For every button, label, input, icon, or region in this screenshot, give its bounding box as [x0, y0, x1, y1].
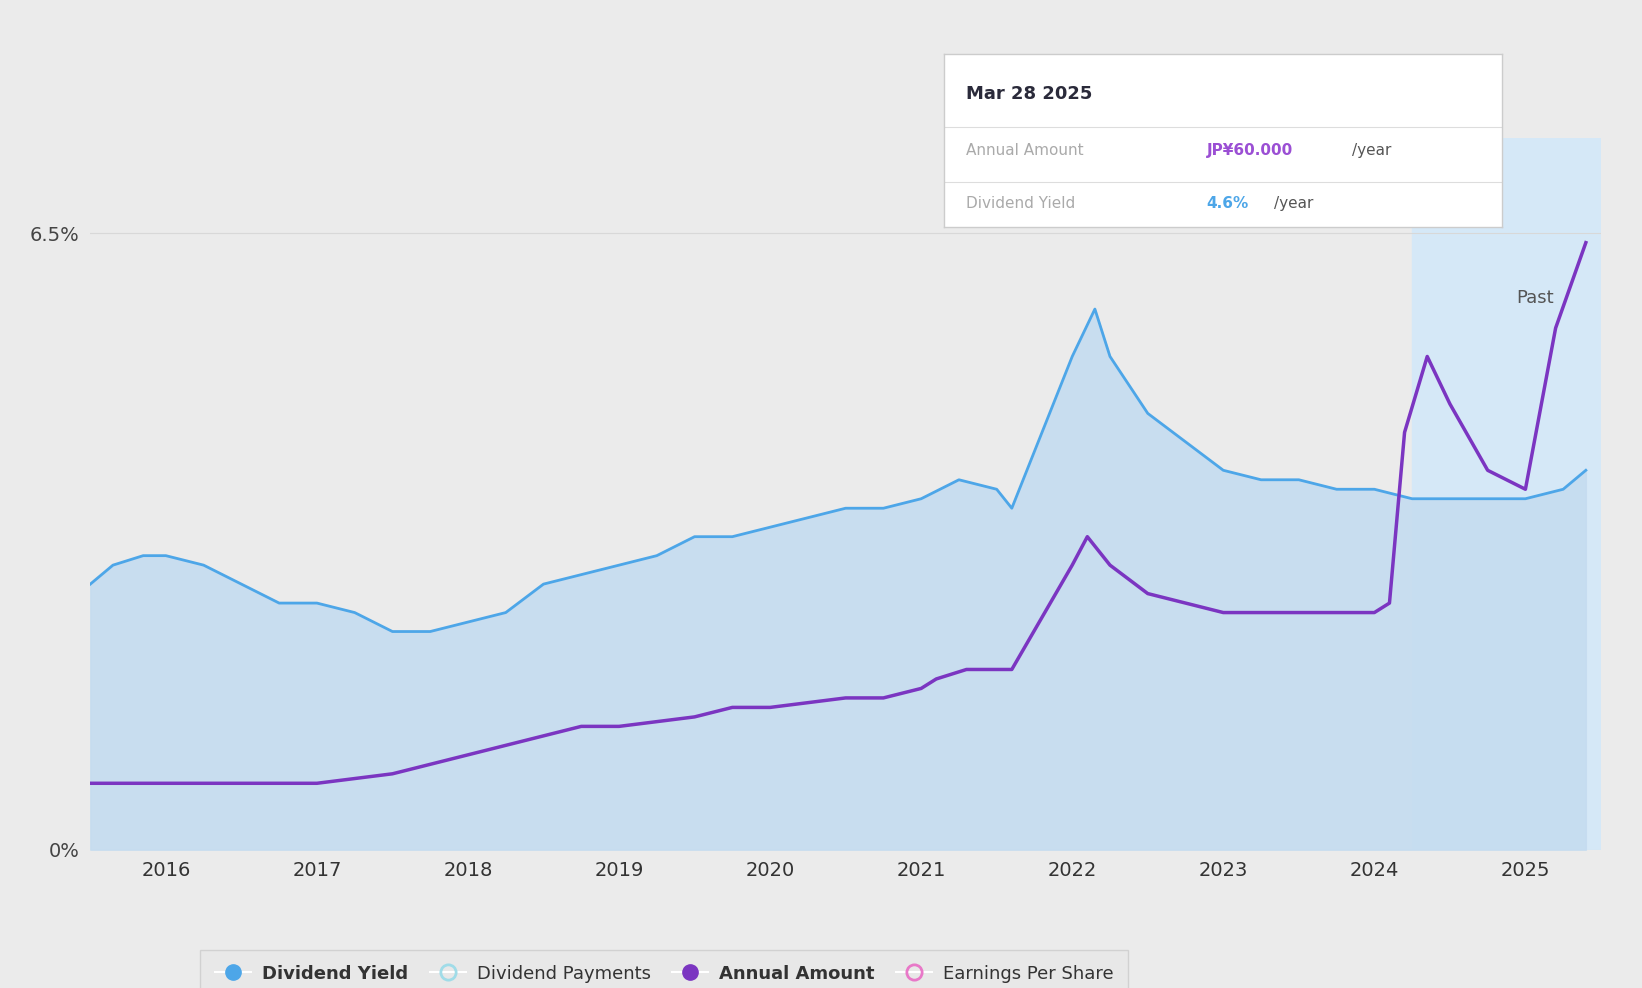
Text: Past: Past: [1516, 289, 1553, 307]
Bar: [1412, 138, 1601, 850]
Text: Dividend Yield: Dividend Yield: [967, 197, 1076, 211]
Text: JP¥60.000: JP¥60.000: [1207, 143, 1292, 158]
Text: Mar 28 2025: Mar 28 2025: [967, 85, 1094, 104]
Text: /year: /year: [1351, 143, 1391, 158]
Text: /year: /year: [1274, 197, 1314, 211]
Legend: Dividend Yield, Dividend Payments, Annual Amount, Earnings Per Share: Dividend Yield, Dividend Payments, Annua…: [200, 950, 1128, 988]
Text: 4.6%: 4.6%: [1207, 197, 1250, 211]
Text: Annual Amount: Annual Amount: [967, 143, 1084, 158]
